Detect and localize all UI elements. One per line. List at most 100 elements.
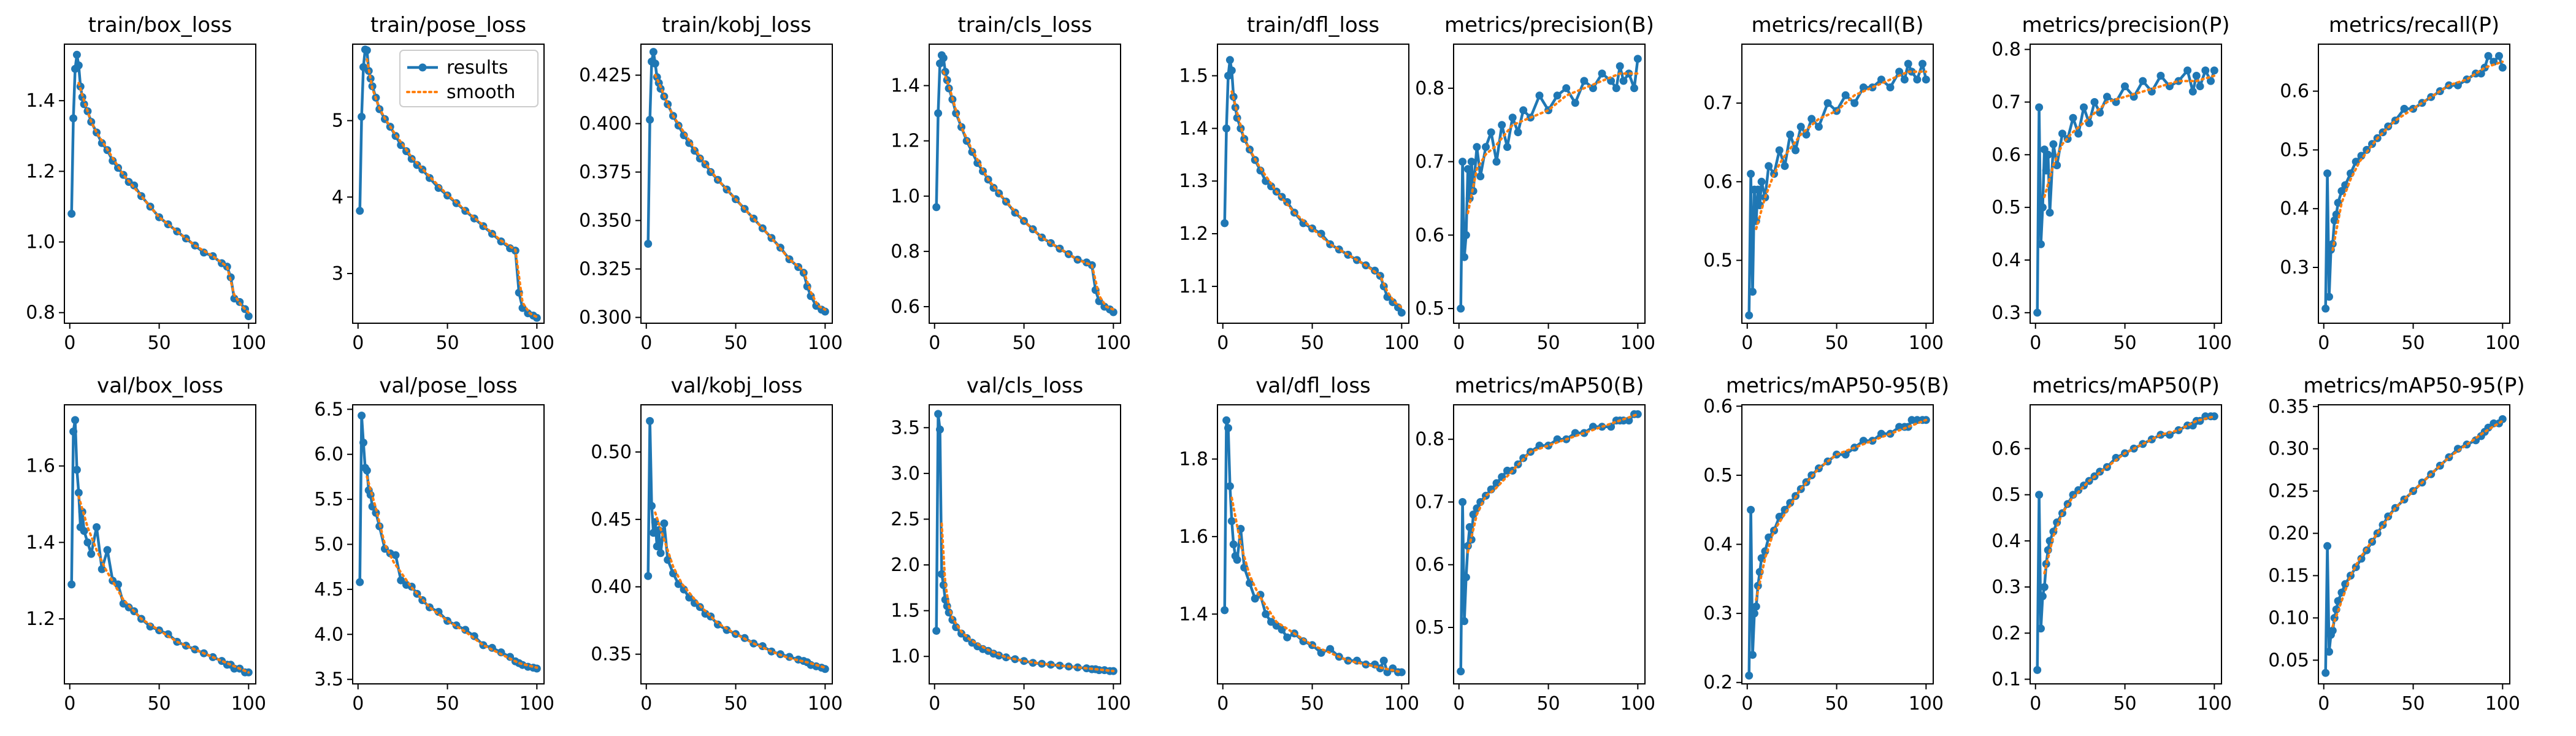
results-point xyxy=(80,527,88,535)
subplot-val-dfl-loss: val/dfl_loss 0 50 100 1.4 1.6 1.8 xyxy=(1179,374,1419,715)
x-tick-label: 0 xyxy=(1217,332,1229,354)
results-point xyxy=(1571,99,1579,107)
results-point xyxy=(2069,113,2077,122)
y-tick-label: 0.6 xyxy=(1703,396,1733,417)
results-point xyxy=(358,412,366,420)
results-point xyxy=(2156,72,2165,80)
results-point xyxy=(1745,311,1754,320)
y-tick-label: 0.50 xyxy=(591,442,632,463)
plot-frame xyxy=(640,44,833,324)
results-point xyxy=(1222,124,1231,132)
plot-frame xyxy=(1217,44,1409,324)
results-point xyxy=(2490,58,2498,66)
results-point xyxy=(71,416,79,424)
results-point xyxy=(1796,123,1805,131)
results-line xyxy=(2324,54,2504,309)
results-point xyxy=(1747,170,1755,178)
results-point xyxy=(1807,115,1816,123)
results-point xyxy=(2495,52,2503,60)
results-point xyxy=(74,488,83,497)
y-tick-label: 6.5 xyxy=(314,399,343,420)
results-point xyxy=(1580,77,1589,85)
y-tick-label: 0.4 xyxy=(1703,534,1733,556)
results-point xyxy=(1221,606,1229,615)
results-point xyxy=(1227,66,1236,75)
results-point xyxy=(1299,219,1308,228)
results-point xyxy=(1589,423,1597,431)
results-point xyxy=(1630,84,1638,93)
y-tick-label: 0.5 xyxy=(1703,465,1733,486)
results-point xyxy=(2323,542,2332,550)
results-point xyxy=(1397,309,1406,317)
results-point xyxy=(1469,510,1478,519)
legend: results smooth xyxy=(399,50,539,107)
smooth-line xyxy=(940,522,1115,673)
results-point xyxy=(934,109,943,118)
smooth-line xyxy=(1466,413,1639,554)
y-tick-label: 0.7 xyxy=(1703,93,1733,114)
x-tick-label: 100 xyxy=(519,332,554,354)
smooth-line xyxy=(942,71,1115,311)
plot-frame xyxy=(2030,404,2222,684)
x-tick-label: 50 xyxy=(2113,693,2136,715)
results-point xyxy=(1619,77,1628,85)
results-point xyxy=(2035,103,2044,112)
results-point xyxy=(2033,665,2042,674)
results-point xyxy=(1859,83,1868,91)
subplot-title: metrics/recall(P) xyxy=(2329,13,2499,37)
y-tick-label: 6.0 xyxy=(314,444,343,466)
results-point xyxy=(1904,59,1912,68)
y-tick-label: 3.5 xyxy=(891,417,920,439)
results-point xyxy=(391,551,400,559)
results-point xyxy=(67,580,76,589)
subplot-metrics-recall-b: metrics/recall(B) 0 50 100 0.5 0.6 0.7 xyxy=(1703,13,1944,354)
x-tick-label: 0 xyxy=(1741,332,1753,354)
results-point xyxy=(1465,523,1474,531)
y-tick-label: 0.8 xyxy=(1991,39,2021,61)
x-tick-label: 100 xyxy=(231,693,266,715)
results-point xyxy=(1389,298,1397,307)
x-tick-label: 50 xyxy=(1300,693,1324,715)
x-tick-label: 0 xyxy=(2318,332,2329,354)
results-point xyxy=(1508,113,1517,122)
subplot-val-box-loss: val/box_loss 0 50 100 1.2 1.4 1.6 xyxy=(26,374,266,715)
x-tick-label: 50 xyxy=(147,693,171,715)
y-tick-label: 0.8 xyxy=(1415,429,1444,450)
results-point xyxy=(646,115,654,124)
plot-frame xyxy=(1453,44,1646,324)
x-tick-label: 0 xyxy=(2318,693,2329,715)
y-tick-label: 0.7 xyxy=(1991,91,2021,113)
x-tick-label: 0 xyxy=(929,332,940,354)
results-point xyxy=(1460,253,1468,261)
y-tick-label: 1.0 xyxy=(891,646,920,667)
results-point xyxy=(1775,146,1784,155)
results-point xyxy=(1225,56,1234,64)
results-point xyxy=(87,550,96,558)
results-point xyxy=(1625,416,1633,425)
y-tick-label: 5.5 xyxy=(314,489,343,510)
x-tick-label: 50 xyxy=(724,693,747,715)
y-tick-label: 1.4 xyxy=(26,532,55,553)
subplot-title: train/cls_loss xyxy=(957,13,1092,37)
subplot-title: metrics/mAP50-95(B) xyxy=(1726,374,1949,398)
results-point xyxy=(1460,617,1468,626)
results-point xyxy=(1221,219,1229,228)
results-line xyxy=(646,50,826,313)
y-tick-label: 0.400 xyxy=(579,113,632,135)
results-point xyxy=(2484,52,2493,60)
x-tick-label: 50 xyxy=(2401,693,2425,715)
x-tick-label: 50 xyxy=(1012,693,1035,715)
subplot-title: val/box_loss xyxy=(97,374,223,398)
x-tick-label: 50 xyxy=(2401,332,2425,354)
results-line xyxy=(1747,62,1928,316)
smooth-line xyxy=(1755,418,1928,601)
results-point xyxy=(644,240,653,248)
results-point xyxy=(660,519,669,527)
results-point xyxy=(2325,648,2333,656)
results-point xyxy=(1553,435,1562,443)
results-point xyxy=(1786,130,1795,139)
results-point xyxy=(1225,482,1234,491)
results-point xyxy=(2040,583,2049,591)
y-tick-label: 1.1 xyxy=(1179,276,1208,297)
